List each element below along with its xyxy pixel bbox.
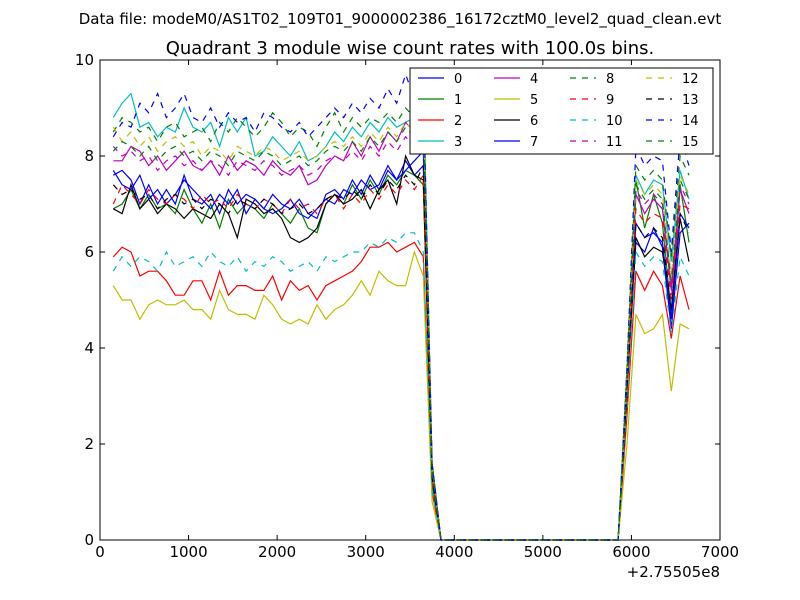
legend-label-7: 7 <box>530 135 538 150</box>
legend-label-12: 12 <box>682 72 699 87</box>
legend-label-3: 3 <box>454 135 462 150</box>
chart-title: Quadrant 3 module wise count rates with … <box>166 38 655 59</box>
y-tick-label: 2 <box>84 435 94 453</box>
legend-label-0: 0 <box>454 72 462 87</box>
series-line-10 <box>112 232 690 541</box>
series-line-12 <box>112 112 690 541</box>
series-line-9 <box>112 173 690 541</box>
y-tick-label: 4 <box>84 339 94 357</box>
series-line-4 <box>113 107 690 541</box>
y-tick-label: 6 <box>84 243 94 261</box>
x-tick-label: 3000 <box>347 543 385 561</box>
series-line-13 <box>112 165 690 541</box>
x-tick-label: 5000 <box>524 543 562 561</box>
legend-label-15: 15 <box>682 135 699 150</box>
y-tick-label: 8 <box>84 147 94 165</box>
legend-label-4: 4 <box>530 72 538 87</box>
series-line-14 <box>112 72 690 541</box>
x-offset-label: +2.75505e8 <box>627 563 720 581</box>
legend-label-8: 8 <box>606 72 614 87</box>
data-file-header: Data file: modeM0/AS1T02_109T01_90000023… <box>79 10 722 29</box>
y-tick-label: 10 <box>75 51 94 69</box>
legend-label-11: 11 <box>606 135 623 150</box>
legend-label-14: 14 <box>682 114 699 129</box>
legend-label-5: 5 <box>530 93 538 108</box>
legend-label-13: 13 <box>682 93 699 108</box>
series-line-7 <box>112 149 690 541</box>
legend-box <box>409 67 714 155</box>
series-line-2 <box>112 241 690 541</box>
x-tick-label: 2000 <box>258 543 296 561</box>
series-line-1 <box>113 169 690 541</box>
series-line-6 <box>113 154 690 541</box>
x-tick-label: 1000 <box>169 543 207 561</box>
legend-label-6: 6 <box>530 114 538 129</box>
series-line-15 <box>112 117 690 541</box>
series-line-11 <box>112 126 690 541</box>
legend-label-2: 2 <box>454 114 462 129</box>
series-line-5 <box>112 250 690 541</box>
series-lines <box>112 72 690 541</box>
x-tick-label: 4000 <box>435 543 473 561</box>
legend-label-9: 9 <box>606 93 614 108</box>
legend-label-10: 10 <box>606 114 623 129</box>
series-line-8 <box>112 101 690 541</box>
x-tick-label: 7000 <box>701 543 739 561</box>
legend-label-1: 1 <box>454 93 462 108</box>
y-tick-label: 0 <box>84 531 94 549</box>
series-line-0 <box>113 159 690 541</box>
plot-area-frame <box>99 59 721 541</box>
x-tick-label: 6000 <box>612 543 650 561</box>
x-tick-label: 0 <box>95 543 105 561</box>
